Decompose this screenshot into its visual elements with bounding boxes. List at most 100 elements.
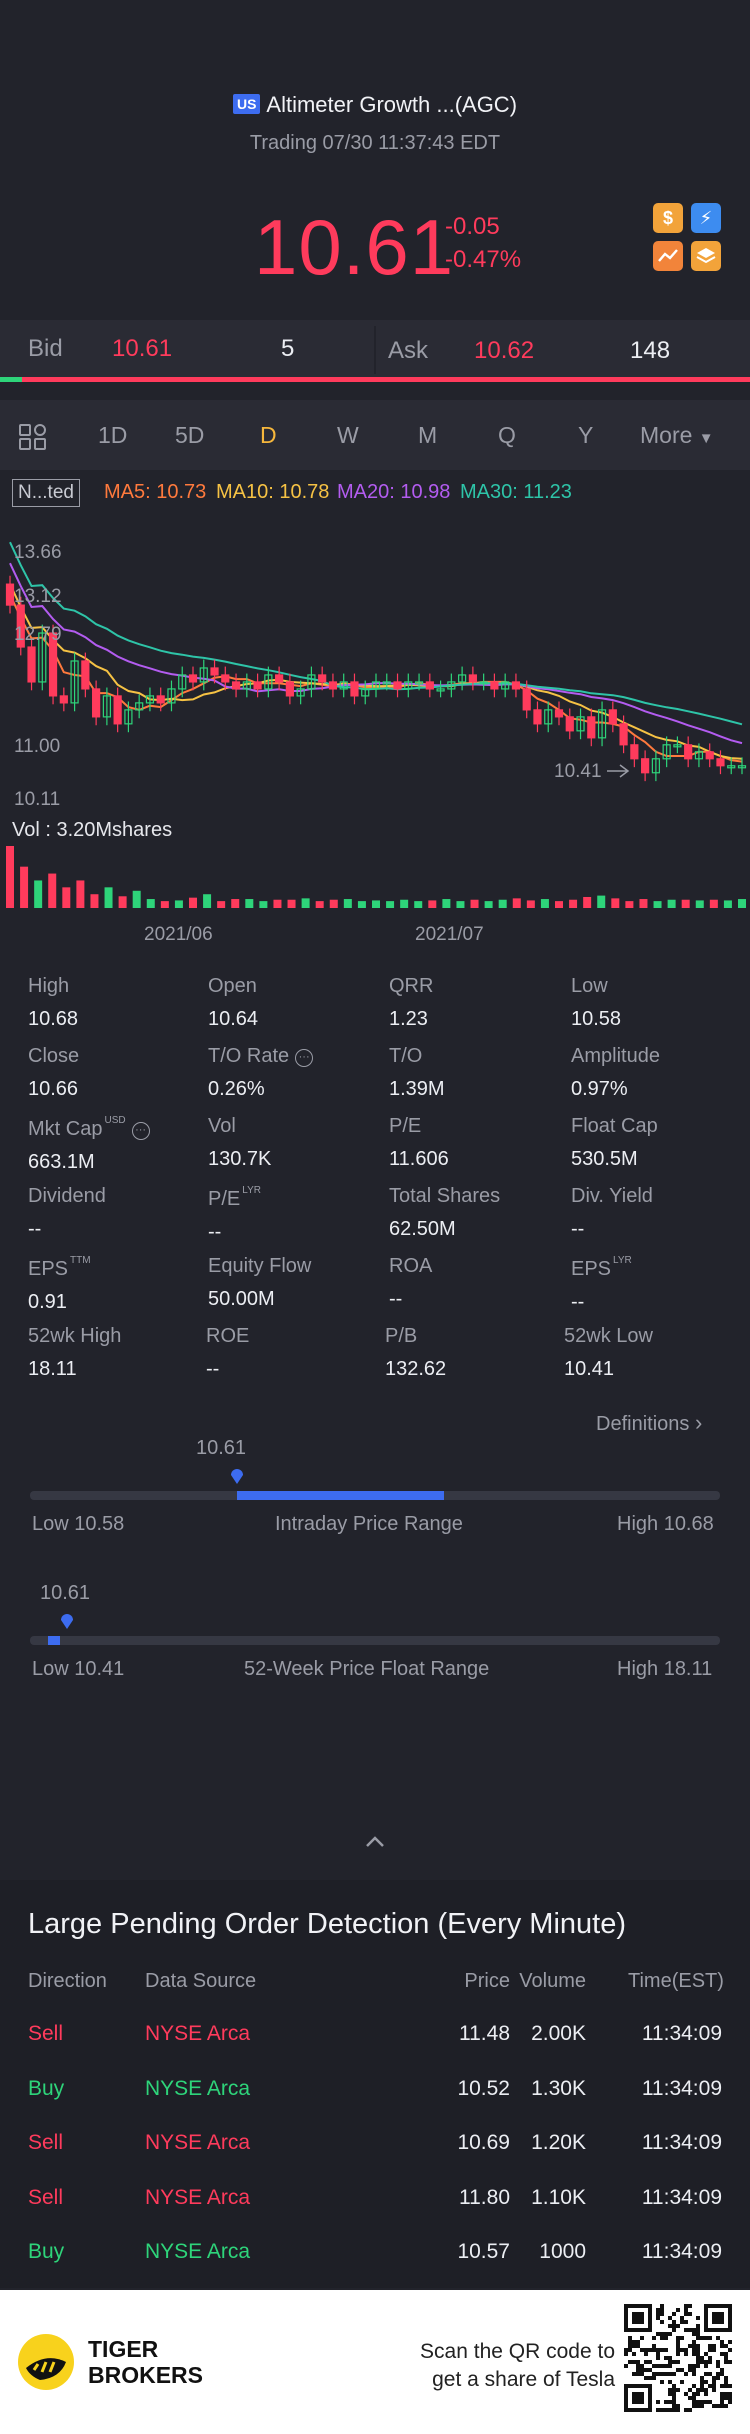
stat-label: High — [28, 975, 78, 998]
order-cell: 1.10K — [531, 2185, 586, 2209]
dollar-icon[interactable]: $ — [653, 203, 683, 233]
volume-bar — [343, 899, 352, 908]
stat-label: Mkt Cap USD ··· — [28, 1115, 150, 1141]
collapse-chevron-icon[interactable] — [364, 1832, 386, 1850]
info-icon[interactable]: ··· — [295, 1049, 314, 1067]
stat-label: Low — [571, 975, 621, 998]
volume-bar — [231, 899, 240, 908]
volume-bar — [625, 901, 634, 908]
bid-ask-panel[interactable]: Bid 10.61 5 Ask 10.62 148 — [0, 320, 750, 380]
lightning-icon[interactable]: ⚡ — [691, 203, 721, 233]
stat-label: Float Cap — [571, 1115, 658, 1138]
intraday-range-track — [30, 1491, 720, 1500]
low-price-marker: 10.41 — [554, 761, 602, 782]
tab-w[interactable]: W — [337, 422, 359, 448]
stat-value: 10.58 — [571, 1008, 622, 1030]
week52-low-label: Low 10.41 — [32, 1658, 125, 1680]
layout-grid-icon[interactable] — [18, 422, 48, 452]
volume-bar — [48, 873, 57, 908]
stat-cell: QRR 1.23 — [389, 975, 433, 1031]
large-pending-orders: Large Pending Order Detection (Every Min… — [0, 1880, 750, 2288]
info-icon[interactable]: ··· — [131, 1122, 150, 1140]
stat-value: 132.62 — [385, 1358, 447, 1380]
volume-bar — [611, 898, 620, 908]
volume-bar — [456, 901, 465, 908]
tab-1d[interactable]: 1D — [98, 422, 128, 448]
stock-title[interactable]: US Altimeter Growth ...(AGC) — [0, 92, 750, 118]
chart-icon[interactable] — [653, 241, 683, 271]
candle-body — [511, 681, 521, 690]
week52-range-fill — [47, 1636, 60, 1645]
order-cell: 1.30K — [531, 2076, 586, 2100]
candle-body — [5, 583, 15, 606]
stat-cell: Vol 130.7K — [208, 1115, 271, 1171]
ask-price: 10.62 — [474, 337, 535, 364]
candle-body — [328, 681, 338, 690]
stat-label: Equity Flow — [208, 1255, 311, 1278]
order-cell: NYSE Arca — [145, 2022, 251, 2045]
volume-bar — [203, 894, 212, 908]
candle-body — [264, 674, 273, 690]
order-cell: Buy — [28, 2240, 65, 2263]
intraday-range-title: Intraday Price Range — [275, 1513, 463, 1535]
order-cell: NYSE Arca — [145, 2240, 251, 2263]
stat-label: 52wk Low — [564, 1325, 653, 1348]
candle-body — [70, 660, 79, 704]
definitions-link[interactable]: Definitions › — [596, 1410, 702, 1436]
quote-header: US Altimeter Growth ...(AGC) Trading 07/3… — [0, 0, 750, 318]
stat-label-text: P/E — [208, 1188, 241, 1210]
volume-label: Vol : 3.20Mshares — [12, 819, 172, 841]
candle-body — [425, 681, 434, 690]
ma10-value: MA10: 10.78 — [216, 481, 330, 503]
stat-superscript: LYR — [242, 1185, 261, 1196]
tab-more[interactable]: More ▼ — [640, 422, 714, 449]
tab-5d[interactable]: 5D — [175, 422, 205, 448]
stat-cell: Low 10.58 — [571, 975, 621, 1031]
order-cell: 11:34:09 — [641, 2076, 722, 2100]
candle-body — [727, 765, 736, 769]
intraday-current-marker — [231, 1469, 243, 1484]
stat-label: Open — [208, 975, 258, 998]
price-change: -0.05 — [445, 213, 500, 240]
intraday-current-label: 10.61 — [196, 1437, 247, 1459]
order-cell: Sell — [28, 2185, 64, 2209]
candle-body — [619, 723, 628, 746]
tab-m[interactable]: M — [418, 422, 438, 448]
stat-label-text: Amplitude — [571, 1045, 660, 1067]
stat-label: T/O — [389, 1045, 445, 1068]
candle-body — [178, 674, 187, 690]
stack-icon[interactable] — [691, 241, 721, 271]
stat-superscript: USD — [104, 1115, 126, 1126]
stat-cell: Close 10.66 — [28, 1045, 79, 1101]
volume-bar — [217, 901, 226, 908]
definitions-label: Definitions — [596, 1413, 690, 1435]
volume-bar — [357, 901, 366, 908]
stat-label-text: 52wk Low — [564, 1325, 653, 1347]
candle-body — [371, 681, 381, 690]
candle-body — [673, 744, 682, 748]
stat-label-text: High — [28, 975, 70, 997]
volume-bar — [583, 896, 592, 908]
candle-body — [92, 688, 101, 718]
stat-cell: Float Cap 530.5M — [571, 1115, 658, 1171]
qr-code-icon[interactable] — [624, 2304, 732, 2412]
footer-banner[interactable]: TIGER BROKERS Scan the QR code to get a … — [0, 2290, 750, 2434]
tab-q[interactable]: Q — [498, 422, 516, 448]
bid-price: 10.61 — [112, 335, 173, 362]
stat-value: 1.23 — [389, 1008, 428, 1030]
volume-bar — [20, 866, 29, 908]
stat-value: 0.91 — [28, 1291, 67, 1313]
adjust-mode-button[interactable]: N...ted — [12, 479, 80, 507]
week52-current-label: 10.61 — [40, 1582, 91, 1604]
volume-bar — [442, 899, 451, 908]
tab-y[interactable]: Y — [578, 422, 594, 448]
y-tick-label: 13.66 — [14, 542, 62, 563]
tab-d[interactable]: D — [260, 422, 277, 448]
week52-current-marker — [60, 1614, 73, 1629]
candlestick-chart[interactable]: 13.66 13.12 12.79 11.00 10.11 10.41 Vol … — [0, 520, 750, 940]
volume-bar — [555, 901, 563, 908]
y-tick-label: 13.12 — [14, 586, 62, 607]
stat-value: 11.606 — [389, 1148, 449, 1170]
bid-ask-ratio-bar — [0, 377, 750, 382]
candle-body — [554, 709, 564, 718]
